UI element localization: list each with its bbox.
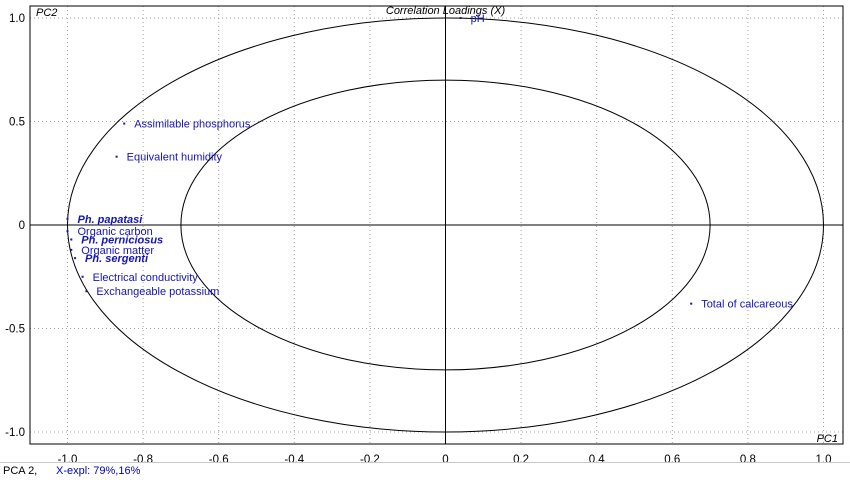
x-tick-label: 0 [442, 454, 448, 466]
loading-marker [690, 302, 693, 305]
loading-marker [459, 17, 462, 19]
x-axis-label: PC1 [817, 433, 838, 445]
y-tick-label: -0.5 [5, 324, 25, 336]
loading-label: Electrical conductivity [93, 272, 199, 284]
loading-label: Assimilable phosphorus [134, 119, 251, 131]
loading-marker [66, 230, 69, 233]
y-tick-label: 0.5 [9, 117, 25, 129]
y-axis-label: PC2 [36, 7, 57, 19]
loading-label: Ph. perniciosus [81, 234, 163, 246]
loading-label: Organic matter [81, 245, 154, 257]
loading-label: Exchangeable potassium [96, 286, 219, 298]
loading-marker [115, 155, 118, 158]
loading-marker [85, 290, 88, 293]
chart-title: Correlation Loadings (X) [386, 5, 506, 17]
plot-frame [29, 5, 844, 445]
loading-marker [123, 122, 126, 125]
loading-marker [70, 248, 73, 251]
status-bar: PCA 2, X-expl: 79%,16% [0, 462, 850, 482]
zero-axes [30, 6, 843, 444]
loading-label: Ph. papatasi [78, 214, 144, 226]
y-tick-label: -1.0 [5, 427, 25, 439]
y-tick-label: 0 [19, 220, 25, 232]
loading-marker [81, 275, 84, 278]
loading-label: Organic carbon [78, 226, 153, 238]
status-explained-variance: X-expl: 79%,16% [56, 465, 141, 477]
loading-marker [66, 217, 69, 220]
loading-label: Total of calcareous [701, 299, 793, 311]
loading-label: Equivalent humidity [127, 152, 223, 164]
frame-border [29, 5, 844, 445]
loading-marker [74, 257, 77, 260]
y-tick-label: 1.0 [9, 13, 25, 25]
loading-label: pH [471, 13, 485, 25]
status-model: PCA 2, [3, 465, 38, 477]
loading-label: Ph. sergenti [85, 253, 149, 265]
loading-points: pH Assimilable phosphorus Equivalent humid… [66, 13, 793, 311]
loading-marker [70, 238, 73, 241]
